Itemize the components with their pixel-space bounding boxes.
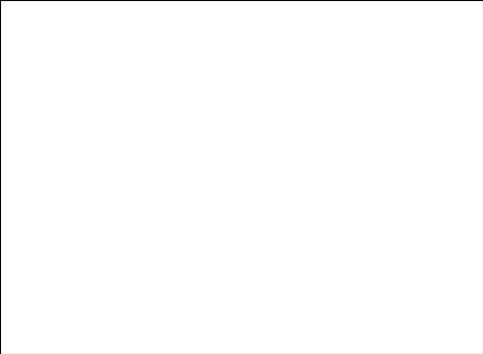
- FancyBboxPatch shape: [334, 299, 429, 319]
- Bar: [87, 155, 103, 244]
- Text: GSM554585: GSM554585: [249, 246, 259, 309]
- Bar: [246, 218, 262, 244]
- FancyBboxPatch shape: [365, 244, 397, 294]
- FancyBboxPatch shape: [48, 244, 80, 294]
- FancyBboxPatch shape: [48, 299, 143, 319]
- Legend: transformed count, percentile rank within the sample: transformed count, percentile rank withi…: [53, 313, 246, 338]
- Bar: [119, 165, 135, 244]
- Bar: [373, 189, 389, 244]
- FancyBboxPatch shape: [397, 244, 429, 294]
- Bar: [278, 191, 294, 244]
- FancyBboxPatch shape: [112, 244, 143, 294]
- Text: GSM554584: GSM554584: [217, 246, 227, 309]
- Text: GDS4361 / 8131143: GDS4361 / 8131143: [48, 15, 202, 30]
- FancyBboxPatch shape: [302, 244, 334, 294]
- Text: AP1510: AP1510: [170, 304, 212, 314]
- Text: GSM554581: GSM554581: [122, 246, 132, 309]
- Text: GSM554587: GSM554587: [313, 246, 323, 309]
- FancyBboxPatch shape: [207, 244, 239, 294]
- FancyBboxPatch shape: [239, 299, 334, 319]
- FancyBboxPatch shape: [334, 244, 365, 294]
- FancyBboxPatch shape: [143, 244, 175, 294]
- FancyBboxPatch shape: [239, 244, 270, 294]
- Bar: [214, 153, 230, 244]
- Text: GSM554586: GSM554586: [281, 246, 291, 309]
- Bar: [405, 208, 421, 244]
- Text: GSM554579: GSM554579: [59, 246, 69, 309]
- Text: GSM554582: GSM554582: [154, 246, 164, 309]
- FancyBboxPatch shape: [270, 244, 302, 294]
- FancyBboxPatch shape: [175, 244, 207, 294]
- Text: GSM554590: GSM554590: [408, 246, 418, 309]
- Text: untreated: untreated: [68, 304, 123, 314]
- Bar: [151, 123, 167, 244]
- Text: TGF-alpha: TGF-alpha: [257, 304, 314, 314]
- Text: GSM554589: GSM554589: [376, 246, 386, 309]
- Text: agent: agent: [49, 301, 81, 310]
- FancyBboxPatch shape: [143, 299, 239, 319]
- Text: Heregulin: Heregulin: [354, 304, 408, 314]
- Bar: [341, 241, 357, 244]
- Bar: [183, 81, 199, 244]
- Text: GSM554583: GSM554583: [186, 246, 196, 309]
- FancyBboxPatch shape: [80, 244, 112, 294]
- Bar: [310, 157, 326, 244]
- Text: GSM554588: GSM554588: [344, 246, 355, 309]
- Bar: [56, 92, 72, 244]
- Text: GSM554580: GSM554580: [91, 246, 100, 309]
